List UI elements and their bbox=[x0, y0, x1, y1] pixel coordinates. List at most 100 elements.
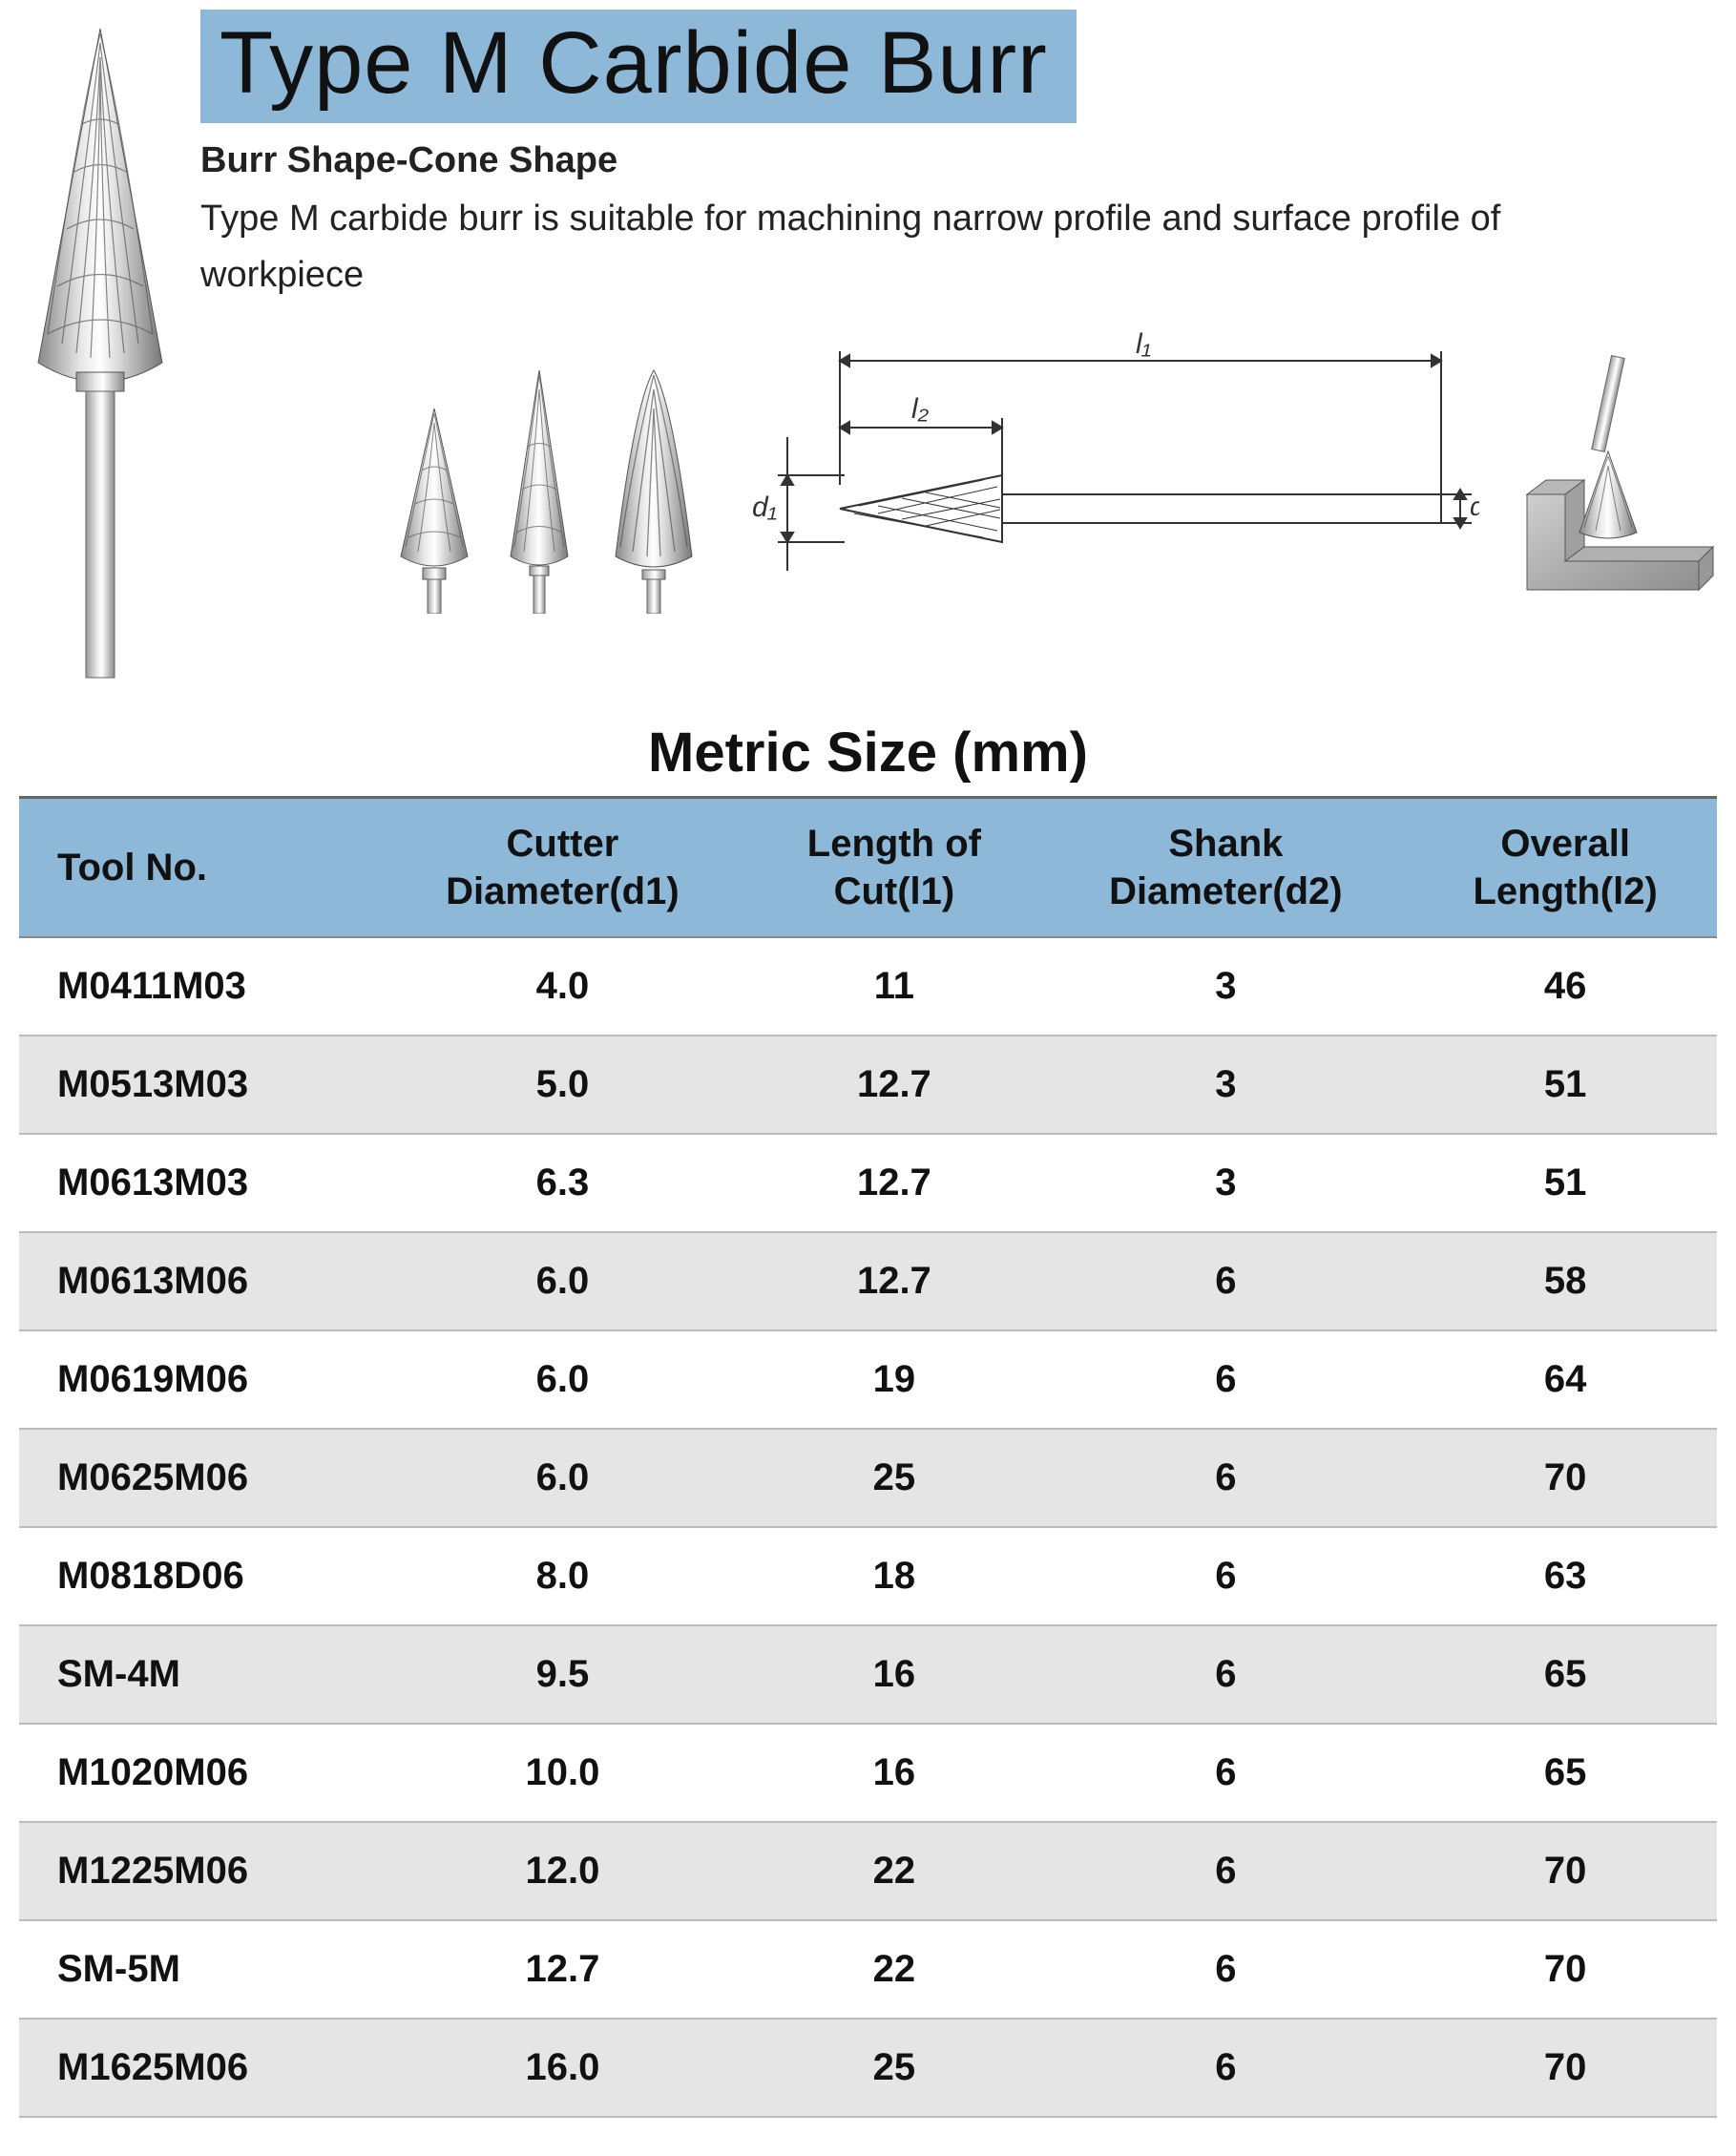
label-d2: d₂ bbox=[1470, 492, 1479, 521]
value-cell: 10.0 bbox=[374, 1724, 750, 1822]
value-cell: 12.7 bbox=[750, 1036, 1037, 1134]
subtitle: Burr Shape-Cone Shape bbox=[200, 140, 1718, 181]
value-cell: 19 bbox=[750, 1330, 1037, 1429]
value-cell: 9.5 bbox=[374, 1625, 750, 1724]
page-title: Type M Carbide Burr bbox=[220, 14, 1048, 112]
col-header-2: Length ofCut(l1) bbox=[750, 798, 1037, 938]
value-cell: 58 bbox=[1413, 1232, 1717, 1330]
size-table: Tool No.CutterDiameter(d1)Length ofCut(l… bbox=[19, 796, 1717, 2118]
value-cell: 6 bbox=[1037, 1920, 1413, 2019]
value-cell: 22 bbox=[750, 1822, 1037, 1920]
tool-no-cell: M0411M03 bbox=[19, 937, 374, 1036]
value-cell: 22 bbox=[750, 1920, 1037, 2019]
value-cell: 16 bbox=[750, 1724, 1037, 1822]
tool-no-cell: M0818D06 bbox=[19, 1527, 374, 1625]
value-cell: 6.0 bbox=[374, 1232, 750, 1330]
table-row: M0625M066.025670 bbox=[19, 1429, 1717, 1527]
value-cell: 46 bbox=[1413, 937, 1717, 1036]
value-cell: 70 bbox=[1413, 1429, 1717, 1527]
table-row: M1225M0612.022670 bbox=[19, 1822, 1717, 1920]
value-cell: 64 bbox=[1413, 1330, 1717, 1429]
value-cell: 6.3 bbox=[374, 1134, 750, 1232]
value-cell: 6.0 bbox=[374, 1429, 750, 1527]
burr-variant-1 bbox=[391, 404, 477, 614]
table-row: M0613M036.312.7351 bbox=[19, 1134, 1717, 1232]
dimension-schematic: l₁ l₂ d₁ d₂ bbox=[735, 323, 1479, 614]
label-l1: l₁ bbox=[1136, 328, 1151, 360]
tool-no-cell: M1225M06 bbox=[19, 1822, 374, 1920]
header-text-block: Type M Carbide Burr Burr Shape-Cone Shap… bbox=[200, 10, 1718, 614]
value-cell: 6.0 bbox=[374, 1330, 750, 1429]
value-cell: 51 bbox=[1413, 1134, 1717, 1232]
value-cell: 3 bbox=[1037, 1036, 1413, 1134]
value-cell: 6 bbox=[1037, 1330, 1413, 1429]
header-section: Type M Carbide Burr Burr Shape-Cone Shap… bbox=[19, 10, 1717, 692]
value-cell: 6 bbox=[1037, 1232, 1413, 1330]
value-cell: 12.7 bbox=[374, 1920, 750, 2019]
value-cell: 25 bbox=[750, 1429, 1037, 1527]
tool-no-cell: M1625M06 bbox=[19, 2019, 374, 2117]
value-cell: 4.0 bbox=[374, 937, 750, 1036]
table-row: M0619M066.019664 bbox=[19, 1330, 1717, 1429]
table-header: Tool No.CutterDiameter(d1)Length ofCut(l… bbox=[19, 798, 1717, 938]
value-cell: 5.0 bbox=[374, 1036, 750, 1134]
value-cell: 18 bbox=[750, 1527, 1037, 1625]
table-row: M0411M034.011346 bbox=[19, 937, 1717, 1036]
main-burr-image bbox=[19, 10, 181, 692]
value-cell: 12.7 bbox=[750, 1134, 1037, 1232]
value-cell: 65 bbox=[1413, 1625, 1717, 1724]
burr-variant-2 bbox=[501, 366, 577, 614]
value-cell: 6 bbox=[1037, 2019, 1413, 2117]
value-cell: 16 bbox=[750, 1625, 1037, 1724]
table-row: SM-4M9.516665 bbox=[19, 1625, 1717, 1724]
col-header-1: CutterDiameter(d1) bbox=[374, 798, 750, 938]
value-cell: 12.0 bbox=[374, 1822, 750, 1920]
table-row: M0613M066.012.7658 bbox=[19, 1232, 1717, 1330]
value-cell: 11 bbox=[750, 937, 1037, 1036]
value-cell: 51 bbox=[1413, 1036, 1717, 1134]
label-l2: l₂ bbox=[911, 393, 930, 425]
table-row: M1625M0616.025670 bbox=[19, 2019, 1717, 2117]
tool-no-cell: M1020M06 bbox=[19, 1724, 374, 1822]
value-cell: 6 bbox=[1037, 1625, 1413, 1724]
value-cell: 70 bbox=[1413, 1920, 1717, 2019]
value-cell: 65 bbox=[1413, 1724, 1717, 1822]
diagram-row: l₁ l₂ d₁ d₂ bbox=[200, 323, 1718, 614]
table-body: M0411M034.011346M0513M035.012.7351M0613M… bbox=[19, 937, 1717, 2117]
small-burr-images bbox=[391, 366, 706, 614]
tool-no-cell: M0619M06 bbox=[19, 1330, 374, 1429]
value-cell: 8.0 bbox=[374, 1527, 750, 1625]
table-title: Metric Size (mm) bbox=[19, 721, 1717, 785]
tool-no-cell: SM-4M bbox=[19, 1625, 374, 1724]
value-cell: 70 bbox=[1413, 2019, 1717, 2117]
value-cell: 25 bbox=[750, 2019, 1037, 2117]
page-root: Type M Carbide Burr Burr Shape-Cone Shap… bbox=[0, 0, 1736, 2156]
table-row: M1020M0610.016665 bbox=[19, 1724, 1717, 1822]
tool-no-cell: M0613M06 bbox=[19, 1232, 374, 1330]
description: Type M carbide burr is suitable for mach… bbox=[200, 191, 1537, 304]
value-cell: 6 bbox=[1037, 1822, 1413, 1920]
label-d1: d₁ bbox=[752, 492, 777, 523]
tool-no-cell: M0513M03 bbox=[19, 1036, 374, 1134]
value-cell: 6 bbox=[1037, 1724, 1413, 1822]
table-row: M0513M035.012.7351 bbox=[19, 1036, 1717, 1134]
col-header-3: ShankDiameter(d2) bbox=[1037, 798, 1413, 938]
table-row: SM-5M12.722670 bbox=[19, 1920, 1717, 2019]
col-header-0: Tool No. bbox=[19, 798, 374, 938]
value-cell: 70 bbox=[1413, 1822, 1717, 1920]
table-row: M0818D068.018663 bbox=[19, 1527, 1717, 1625]
value-cell: 6 bbox=[1037, 1429, 1413, 1527]
value-cell: 16.0 bbox=[374, 2019, 750, 2117]
value-cell: 6 bbox=[1037, 1527, 1413, 1625]
value-cell: 3 bbox=[1037, 1134, 1413, 1232]
tool-no-cell: M0625M06 bbox=[19, 1429, 374, 1527]
title-banner: Type M Carbide Burr bbox=[200, 10, 1077, 123]
usage-illustration bbox=[1508, 342, 1718, 614]
value-cell: 3 bbox=[1037, 937, 1413, 1036]
burr-variant-3 bbox=[601, 366, 706, 614]
tool-no-cell: M0613M03 bbox=[19, 1134, 374, 1232]
value-cell: 12.7 bbox=[750, 1232, 1037, 1330]
col-header-4: OverallLength(l2) bbox=[1413, 798, 1717, 938]
value-cell: 63 bbox=[1413, 1527, 1717, 1625]
tool-no-cell: SM-5M bbox=[19, 1920, 374, 2019]
